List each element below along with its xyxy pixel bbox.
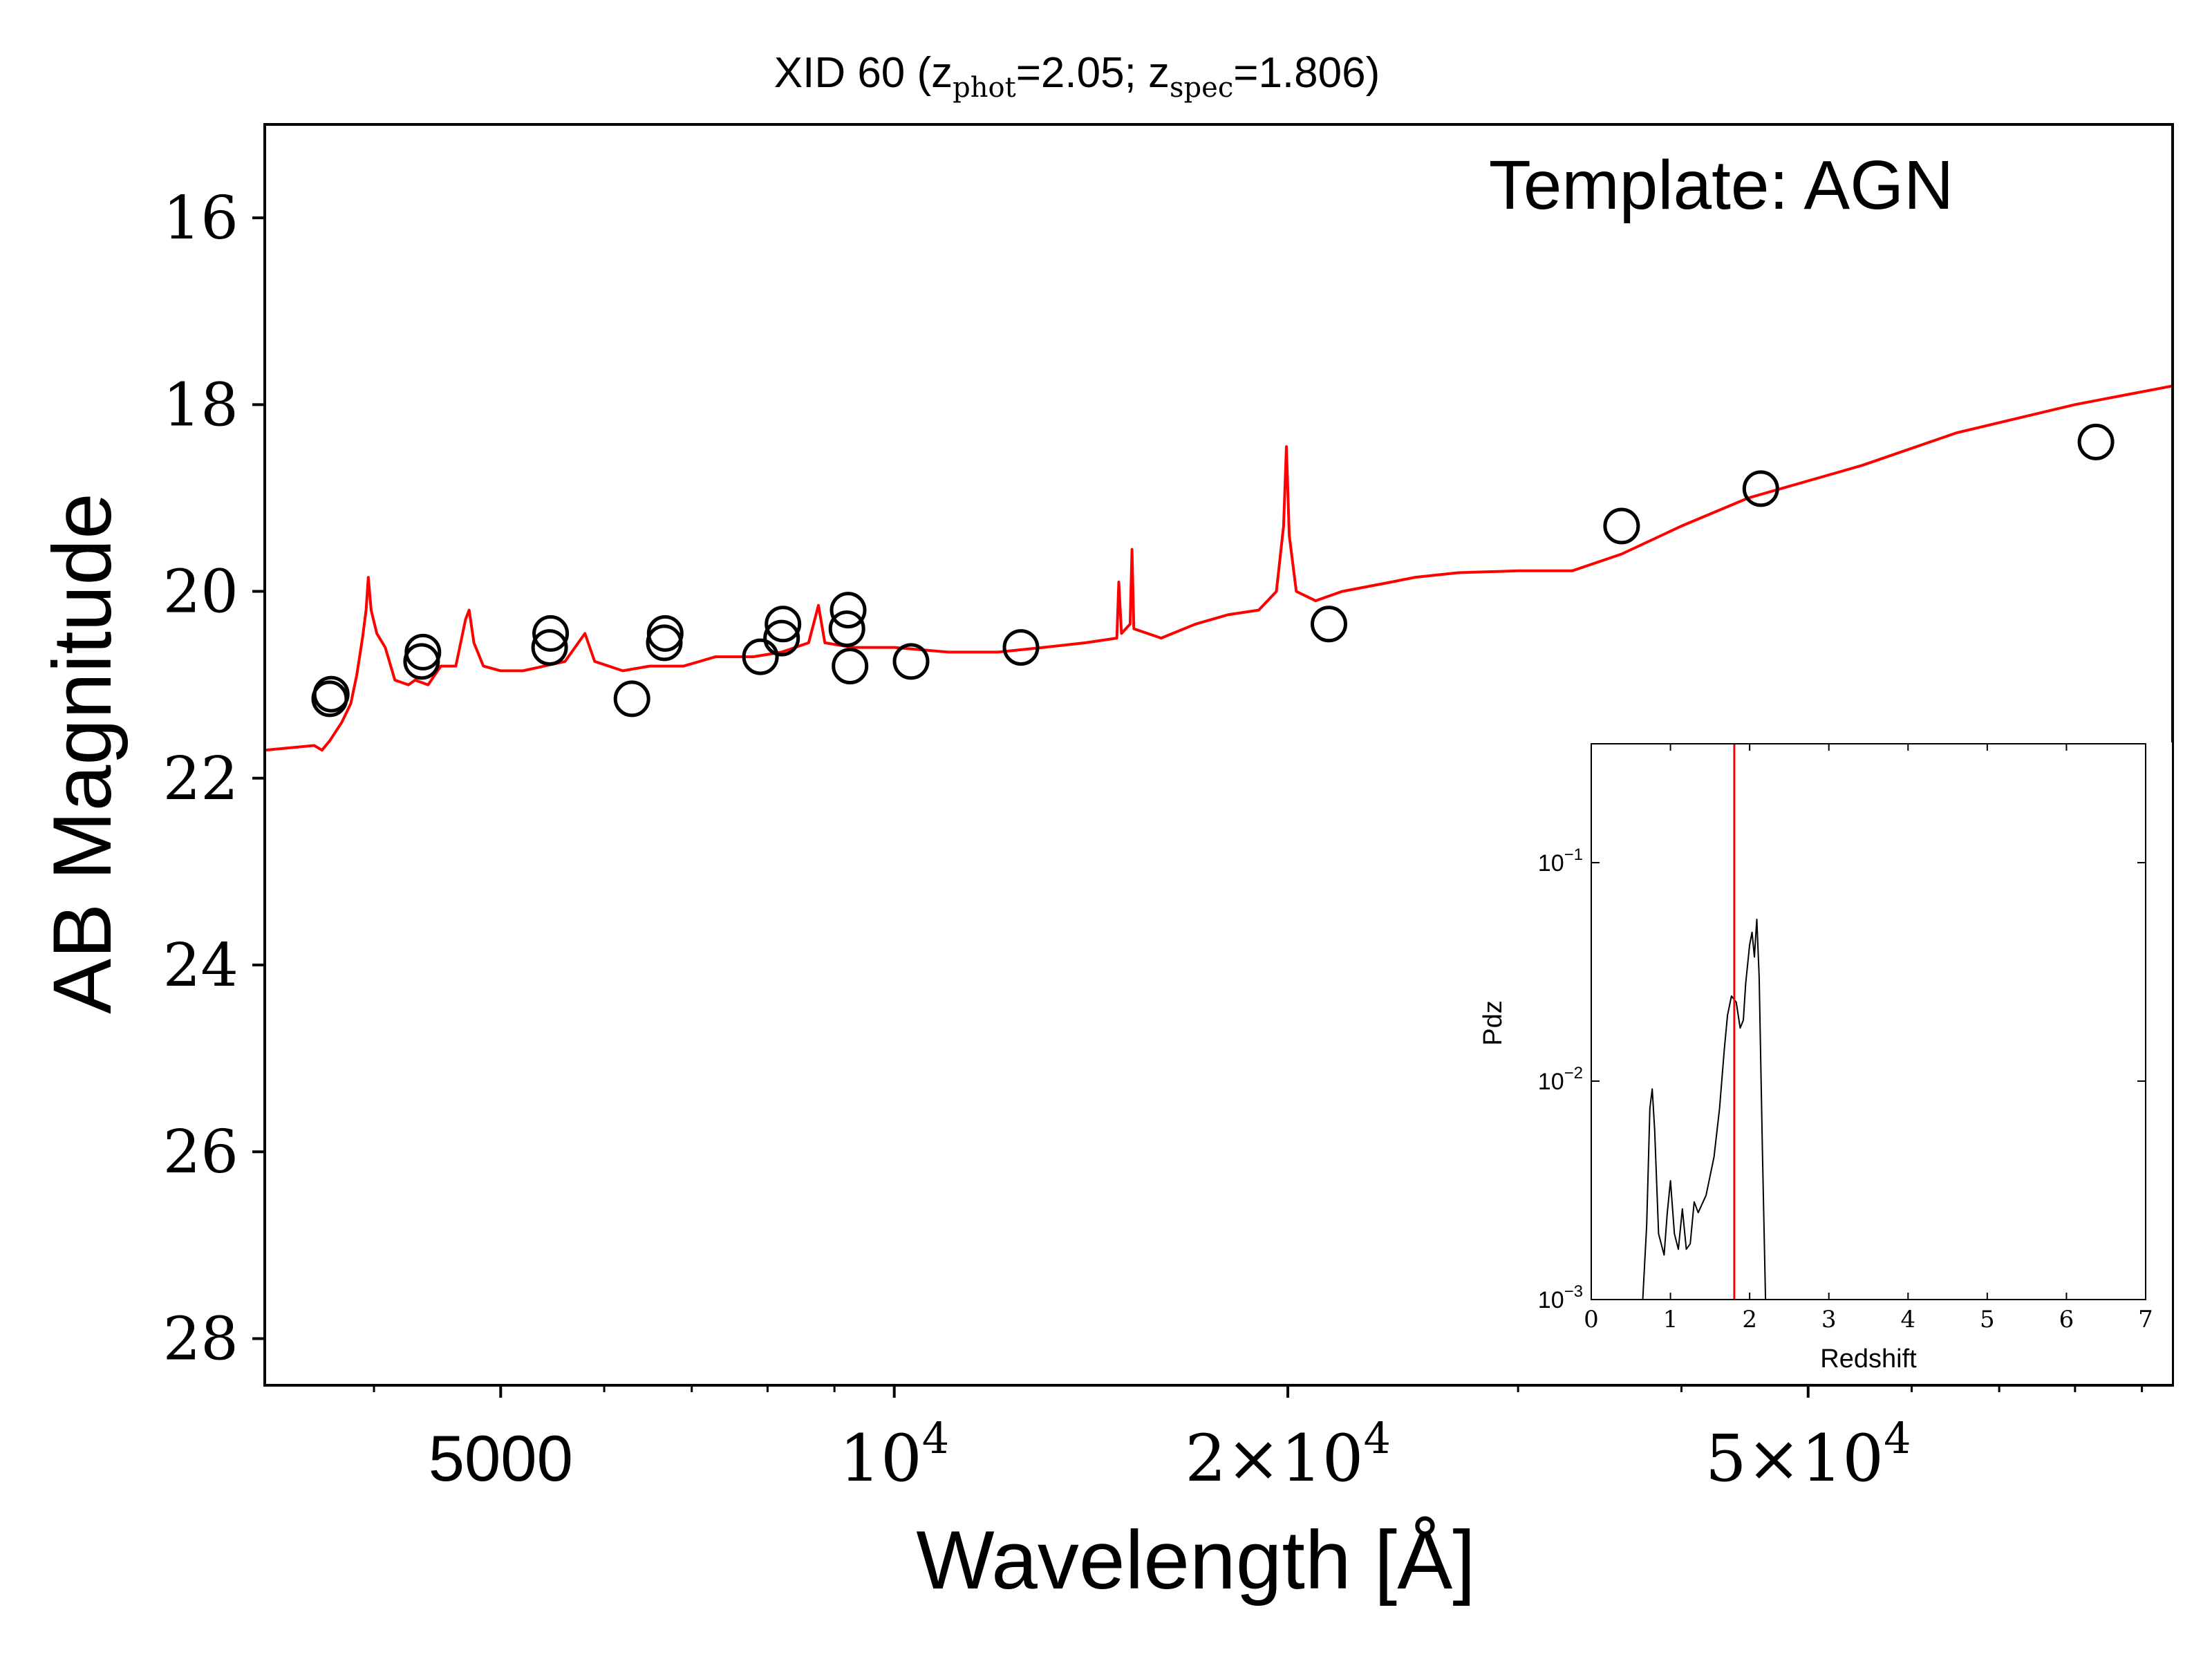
photometry-point xyxy=(892,643,930,680)
y-tick-label: 28 xyxy=(163,1304,238,1374)
inset-x-tick-label: 0 xyxy=(1584,1306,1599,1333)
template-spectrum-line xyxy=(264,384,2173,752)
photometry-point xyxy=(404,633,442,671)
photometry-point xyxy=(532,615,570,652)
pdz-inset-chart: 0 1 2 3 4 5 6 7 10−1 10−2 10−3 Redshift Pdz xyxy=(1470,742,2172,1384)
y-tick-label: 16 xyxy=(163,184,238,253)
y-axis-ticks: 16 18 20 22 24 26 28 xyxy=(163,184,265,1374)
inset-x-tick-label: 1 xyxy=(1663,1306,1678,1333)
photometry-point xyxy=(1603,507,1640,545)
inset-background xyxy=(1470,742,2172,1384)
inset-x-tick-label: 4 xyxy=(1900,1306,1915,1333)
inset-plot-frame xyxy=(1591,743,2146,1300)
inset-plot-area xyxy=(1642,744,1767,1300)
sed-main-chart: XID 60 (zphot=2.05; zspec=1.806) 1618202… xyxy=(36,49,2174,1606)
y-axis-label: AB Magnitude xyxy=(36,493,129,1014)
pdz-curve xyxy=(1642,919,1767,1300)
inset-y-tick-label: 10−1 xyxy=(1538,845,1583,877)
main-plot-frame xyxy=(263,123,2174,1387)
x-tick-label: 2×104 xyxy=(1185,1413,1391,1497)
photometry-point xyxy=(763,619,800,657)
inset-x-tick-label: 7 xyxy=(2138,1306,2153,1333)
y-tick-label: 20 xyxy=(163,558,238,627)
photometry-point xyxy=(312,675,350,713)
x-axis-ticks: 5000 104 2×104 5×104 xyxy=(373,1385,2144,1497)
photometry-point xyxy=(832,648,869,685)
photometry-point xyxy=(646,615,684,652)
inset-x-axis-label: Redshift xyxy=(1820,1344,1917,1374)
inset-x-tick-label: 6 xyxy=(2059,1306,2074,1333)
x-tick-label: 5×104 xyxy=(1705,1413,1911,1497)
x-tick-label: 5000 xyxy=(429,1422,573,1494)
photometry-points-layer xyxy=(311,423,2115,718)
y-tick-label: 18 xyxy=(163,371,238,440)
photometry-point xyxy=(1311,606,1347,643)
inset-x-tick-label: 3 xyxy=(1821,1306,1837,1333)
x-axis-label: Wavelength [Å] xyxy=(916,1514,1475,1606)
inset-y-axis-ticks: 10−1 10−2 10−3 xyxy=(1538,845,2146,1313)
photometry-point xyxy=(1742,470,1779,507)
template-annotation: Template: AGN xyxy=(1489,147,1954,224)
inset-y-axis-label: Pdz xyxy=(1479,1000,1508,1045)
y-tick-label: 22 xyxy=(163,744,238,814)
y-tick-label: 24 xyxy=(163,931,238,1000)
photometry-point xyxy=(531,629,568,666)
inset-y-tick-label: 10−3 xyxy=(1538,1282,1583,1313)
photometry-point xyxy=(765,606,802,643)
chart-title: XID 60 (zphot=2.05; zspec=1.806) xyxy=(774,49,1380,104)
photometry-point xyxy=(828,610,865,648)
inset-x-tick-label: 5 xyxy=(1980,1306,1995,1333)
photometry-point xyxy=(742,638,779,675)
x-tick-label: 104 xyxy=(839,1413,949,1497)
inset-x-axis-ticks: 0 1 2 3 4 5 6 7 xyxy=(1584,744,2153,1333)
main-plot-area xyxy=(264,384,2173,752)
photometry-point xyxy=(613,680,650,718)
inset-y-tick-label: 10−2 xyxy=(1538,1064,1583,1095)
inset-x-tick-label: 2 xyxy=(1742,1306,1757,1333)
template-spectrum-layer xyxy=(264,384,2173,752)
photometry-point xyxy=(830,592,867,629)
photometry-point xyxy=(1002,629,1040,666)
photometry-point xyxy=(2077,423,2115,460)
y-tick-label: 26 xyxy=(163,1118,238,1187)
